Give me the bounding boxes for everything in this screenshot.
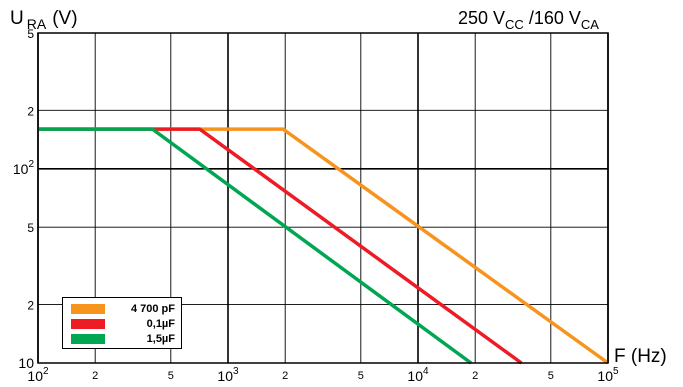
y-tick-label: 5	[27, 27, 34, 41]
x-tick-label: 102	[27, 366, 49, 384]
legend: 4 700 pF 0,1µF 1,5µF	[62, 297, 182, 349]
x-tick-label: 2	[472, 370, 478, 382]
x-tick-label: 2	[92, 370, 98, 382]
legend-label: 1,5µF	[146, 332, 175, 345]
legend-label: 4 700 pF	[130, 302, 175, 315]
y-tick-label: 102	[13, 159, 35, 177]
x-tick-label: 5	[358, 370, 364, 382]
chart-title: 250 VCC /160 VCA	[458, 8, 599, 32]
y-tick-label: 2	[27, 104, 34, 118]
legend-item: 0,1µF	[71, 316, 175, 331]
x-tick-label: 103	[217, 366, 239, 384]
y-tick-label: 5	[27, 221, 34, 235]
series-lines	[38, 127, 610, 365]
legend-swatch	[71, 318, 105, 329]
x-tick-label: 5	[548, 370, 554, 382]
legend-item: 4 700 pF	[71, 301, 175, 316]
legend-label: 0,1µF	[146, 317, 175, 330]
legend-swatch	[71, 303, 105, 314]
x-tick-label: 5	[168, 370, 174, 382]
plot-frame	[37, 32, 609, 364]
y-tick-label: 2	[27, 299, 34, 313]
x-tick-label: 2	[282, 370, 288, 382]
legend-item: 1,5µF	[71, 331, 175, 346]
y-tick-label: 10	[18, 355, 34, 371]
x-axis-label: F (Hz)	[614, 346, 667, 367]
x-tick-label: 104	[407, 366, 429, 384]
series-line	[38, 127, 473, 365]
legend-swatch	[71, 333, 105, 344]
x-tick-label: 105	[597, 366, 619, 384]
y-axis-label: U RA (V)	[10, 8, 78, 32]
